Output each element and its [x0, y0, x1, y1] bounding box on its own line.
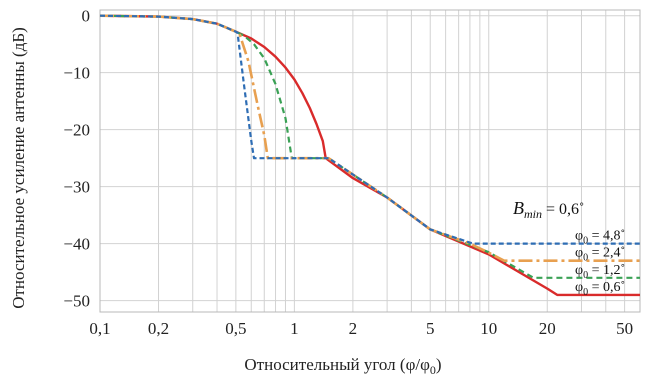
series-label-value: = 0,6˚	[588, 280, 625, 295]
x-axis-title-sub: 0	[430, 363, 436, 377]
x-axis-title-main: Относительный угол (φ/φ	[244, 355, 430, 374]
x-tick-label: 50	[616, 319, 633, 338]
series-line	[99, 14, 640, 297]
y-tick-label: −30	[63, 178, 90, 197]
x-tick-label: 1	[290, 319, 299, 338]
series-label: φ0 = 4,8˚	[575, 229, 625, 247]
bmin-subscript: min	[524, 207, 542, 221]
series-group	[99, 14, 640, 297]
y-tick-label: 0	[82, 7, 91, 26]
x-axis-title: Относительный угол (φ/φ0)	[244, 355, 441, 377]
x-tick-label: 0,5	[225, 319, 246, 338]
series-label-value: = 1,2˚	[588, 263, 625, 278]
y-tick-label: −50	[63, 292, 90, 311]
x-axis-title-close: )	[436, 355, 442, 374]
series-line	[99, 14, 640, 263]
series-labels: φ0 = 4,8˚φ0 = 2,4˚φ0 = 1,2˚φ0 = 0,6˚	[575, 229, 625, 298]
series-label-value: = 4,8˚	[588, 229, 625, 244]
series-label-symbol: φ	[575, 246, 583, 261]
x-tick-labels: 0,1 0,2 0,5 1 2 5 10 20 50	[89, 319, 633, 338]
x-tick-label: 0,2	[148, 319, 169, 338]
series-line	[99, 14, 640, 245]
plot-frame	[99, 9, 641, 313]
series-label: φ0 = 0,6˚	[575, 280, 625, 298]
y-tick-labels: 0 −10 −20 −30 −40 −50	[63, 7, 90, 311]
bmin-annotation: Bmin = 0,6˚	[513, 198, 584, 221]
series-label-value: = 2,4˚	[588, 246, 625, 261]
series-label-symbol: φ	[575, 229, 583, 244]
series-label-sub: 0	[583, 236, 588, 247]
bmin-symbol: B	[513, 198, 524, 218]
series-label: φ0 = 2,4˚	[575, 246, 625, 264]
series-label-sub: 0	[583, 287, 588, 298]
y-axis-title: Относительное усиление антенны (дБ)	[9, 27, 28, 309]
grid	[99, 10, 641, 312]
series-label-symbol: φ	[575, 280, 583, 295]
x-tick-label: 5	[426, 319, 435, 338]
series-label-sub: 0	[583, 253, 588, 264]
y-tick-label: −20	[63, 121, 90, 140]
x-tick-label: 20	[539, 319, 556, 338]
series-label: φ0 = 1,2˚	[575, 263, 625, 281]
y-tick-label: −10	[63, 64, 90, 83]
x-tick-label: 10	[480, 319, 497, 338]
bmin-value: = 0,6˚	[542, 201, 584, 218]
x-tick-label: 2	[349, 319, 358, 338]
x-tick-label: 0,1	[89, 319, 110, 338]
y-tick-label: −40	[63, 235, 90, 254]
series-label-symbol: φ	[575, 263, 583, 278]
series-line	[99, 14, 640, 279]
series-label-sub: 0	[583, 270, 588, 281]
